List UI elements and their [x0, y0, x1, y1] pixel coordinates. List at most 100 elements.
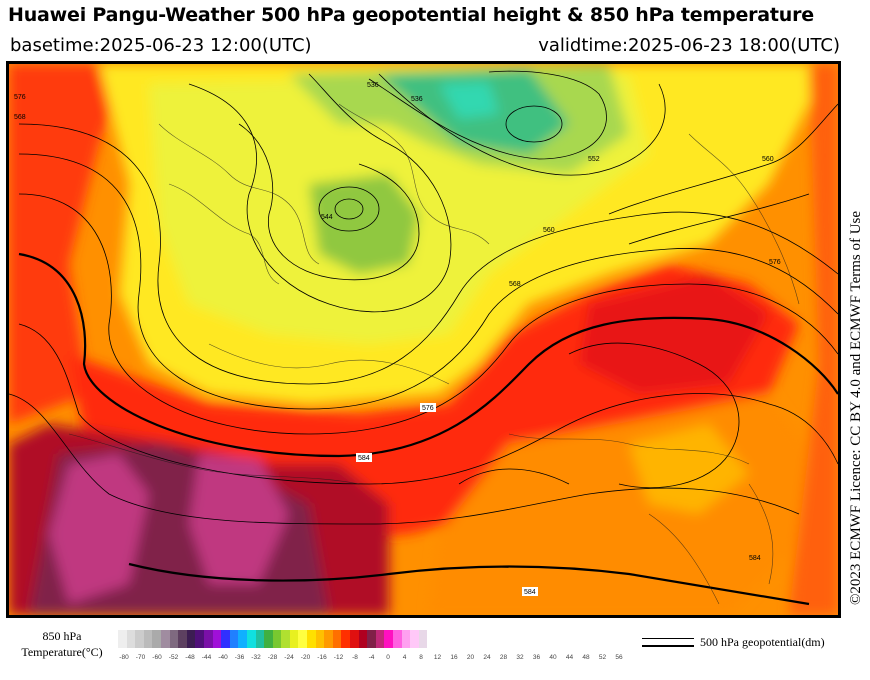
contour-value-labels: 584 584 584 576 576 568 560 552 544 536 … [14, 82, 781, 596]
colorbar-swatch [255, 630, 265, 648]
colorbar-tick-label: 48 [582, 654, 590, 661]
colorbar-tick-label: 20 [466, 654, 475, 661]
contour-legend: 500 hPa geopotential(dm) [638, 632, 863, 656]
colorbar-tick-label: -70 [135, 654, 146, 661]
colorbar-tick-label: 24 [483, 654, 491, 661]
colorbar-swatch [126, 630, 136, 648]
colorbar-tick-label: 0 [386, 654, 390, 661]
colorbar-swatch [289, 630, 299, 648]
colorbar-title-line1: 850 hPa [42, 629, 82, 643]
colorbar-swatch [186, 630, 196, 648]
contour-label: 568 [14, 114, 26, 121]
colorbar-tick-label: -52 [168, 654, 179, 661]
contour-legend-label: 500 hPa geopotential(dm) [700, 635, 825, 649]
colorbar-swatch [264, 630, 273, 648]
colorbar-swatch [401, 630, 411, 648]
temperature-cold-center [439, 82, 499, 119]
colorbar-tick-label: -48 [185, 654, 195, 661]
contour-label: 576 [422, 405, 434, 412]
colorbar-swatch [178, 630, 187, 648]
colorbar-tick-label: 36 [532, 654, 541, 661]
colorbar-swatch [135, 630, 144, 648]
colorbar-tick-label: -20 [300, 654, 311, 661]
colorbar-ticks: -80 -70 -60 -52 -48 -44 -40 -36 -32 -28 -24 -20 -16-… [116, 654, 626, 666]
colorbar-tick-label: 16 [450, 654, 458, 661]
colorbar-tick-label: -44 [201, 654, 212, 661]
colorbar-tick-label: -8 [352, 654, 358, 661]
colorbar-swatch [203, 630, 213, 648]
geopotential-contours [9, 70, 838, 606]
colorbar-tick-label: 56 [615, 654, 623, 661]
colorbar-swatch [160, 630, 170, 648]
colorbar-tick-label: 28 [499, 654, 508, 661]
colorbar-swatch [332, 630, 342, 648]
colorbar-tick-label: -60 [152, 654, 162, 661]
contour-label: 584 [524, 589, 536, 596]
colorbar-tick-label: -24 [284, 654, 294, 661]
contour-legend-thick-line [642, 645, 694, 647]
temperature-cold-pool-west [309, 174, 419, 274]
colorbar-tick-label: 44 [565, 654, 574, 661]
colorbar-swatch [246, 630, 256, 648]
colorbar-title-line2: Temperature(°C) [21, 645, 103, 659]
temperature-warm-core-east [579, 274, 769, 394]
colorbar-tick-label: 12 [433, 654, 442, 661]
colorbar-tick-label: -80 [119, 654, 129, 661]
colorbar-swatch [307, 630, 316, 648]
contour-label: 560 [543, 227, 555, 234]
colorbar-title: 850 hPa Temperature(°C) [8, 628, 116, 660]
colorbar-tick-label: 8 [419, 654, 423, 661]
colorbar-swatch [324, 630, 333, 648]
colorbar-tick-label: -32 [251, 654, 261, 661]
coastlines [68, 103, 800, 605]
colorbar-swatch [315, 630, 325, 648]
contour-legend-thin-line [642, 638, 694, 639]
colorbar-tick-label: -40 [218, 654, 228, 661]
weather-map[interactable]: 584 584 584 576 576 568 560 552 544 536 … [6, 61, 841, 618]
colorbar-swatch [418, 630, 428, 648]
temperature-extreme-central [189, 454, 289, 584]
basetime-label: basetime:2025-06-23 12:00(UTC) [10, 35, 312, 56]
colorbar-swatch [143, 630, 153, 648]
map-canvas: 584 584 584 576 576 568 560 552 544 536 … [9, 64, 838, 615]
colorbar-swatch [221, 630, 230, 648]
colorbar-tick-label: -28 [267, 654, 278, 661]
colorbar-tick-label: -16 [317, 654, 327, 661]
colorbar-swatch [118, 630, 127, 648]
colorbar-swatch [229, 630, 239, 648]
colorbar-swatch [367, 630, 376, 648]
colorbar-swatch [375, 630, 385, 648]
colorbar-tick-label: -36 [234, 654, 245, 661]
temperature-field-pacific [789, 64, 838, 615]
contour-label: 584 [749, 555, 761, 562]
temperature-extreme-west [49, 454, 149, 604]
colorbar-tick-label: 52 [598, 654, 607, 661]
colorbar-swatch [341, 630, 351, 648]
colorbar-swatch [195, 630, 204, 648]
colorbar-tick-label: 4 [402, 654, 407, 661]
colorbar-swatch [272, 630, 282, 648]
contour-label: 552 [588, 156, 600, 163]
contour-label: 584 [358, 455, 370, 462]
colorbar-tick-label: -12 [333, 654, 344, 661]
colorbar-swatch [358, 630, 368, 648]
licence-text: ©2023 ECMWF Licence: CC BY 4.0 and ECMWF… [848, 210, 864, 605]
colorbar-tick-label: 40 [549, 654, 557, 661]
colorbar-swatch [238, 630, 247, 648]
colorbar-swatch [298, 630, 308, 648]
contour-label: 576 [769, 259, 781, 266]
chart-title: Huawei Pangu-Weather 500 hPa geopotentia… [8, 4, 814, 26]
colorbar-swatch [410, 630, 419, 648]
colorbar-swatch [169, 630, 179, 648]
contour-label: 536 [367, 82, 379, 89]
colorbar-swatch [152, 630, 161, 648]
contour-label: 544 [321, 214, 333, 221]
colorbar-swatch [281, 630, 290, 648]
colorbar-swatch [350, 630, 359, 648]
contour-label: 576 [14, 94, 26, 101]
contour-label: 536 [411, 96, 423, 103]
colorbar-tick-label: -4 [368, 654, 375, 661]
temperature-colorbar [118, 630, 428, 648]
validtime-label: validtime:2025-06-23 18:00(UTC) [538, 35, 840, 56]
colorbar-tick-label: 32 [516, 654, 524, 661]
